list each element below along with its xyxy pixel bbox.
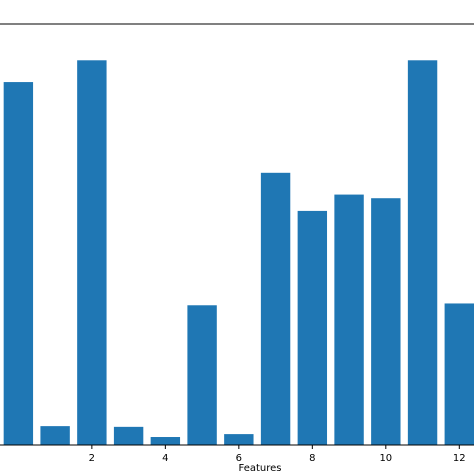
x-tick-label-6: 6 xyxy=(236,453,242,464)
bar-feature-0 xyxy=(3,82,34,445)
bar-feature-12 xyxy=(444,303,474,445)
bar-feature-6 xyxy=(224,434,254,445)
bar-feature-5 xyxy=(187,305,217,445)
x-ticks-group: 2 4 6 8 10 12 xyxy=(89,445,466,464)
bars-group xyxy=(3,60,474,446)
x-tick-label-4: 4 xyxy=(162,453,168,464)
x-tick-label-10: 10 xyxy=(379,453,392,464)
bar-feature-9 xyxy=(334,194,364,445)
bar-feature-2 xyxy=(77,60,107,445)
bar-feature-3 xyxy=(113,426,144,445)
x-axis-label: Features xyxy=(239,463,282,474)
x-tick-label-8: 8 xyxy=(309,453,315,464)
bar-feature-1 xyxy=(40,426,70,445)
bar-feature-11 xyxy=(407,60,438,445)
bar-feature-10 xyxy=(371,198,401,445)
x-tick-label-12: 12 xyxy=(453,453,466,464)
bar-feature-4 xyxy=(150,437,181,445)
x-tick-label-2: 2 xyxy=(89,453,95,464)
bar-feature-8 xyxy=(297,210,328,445)
bar-feature-7 xyxy=(260,172,291,446)
